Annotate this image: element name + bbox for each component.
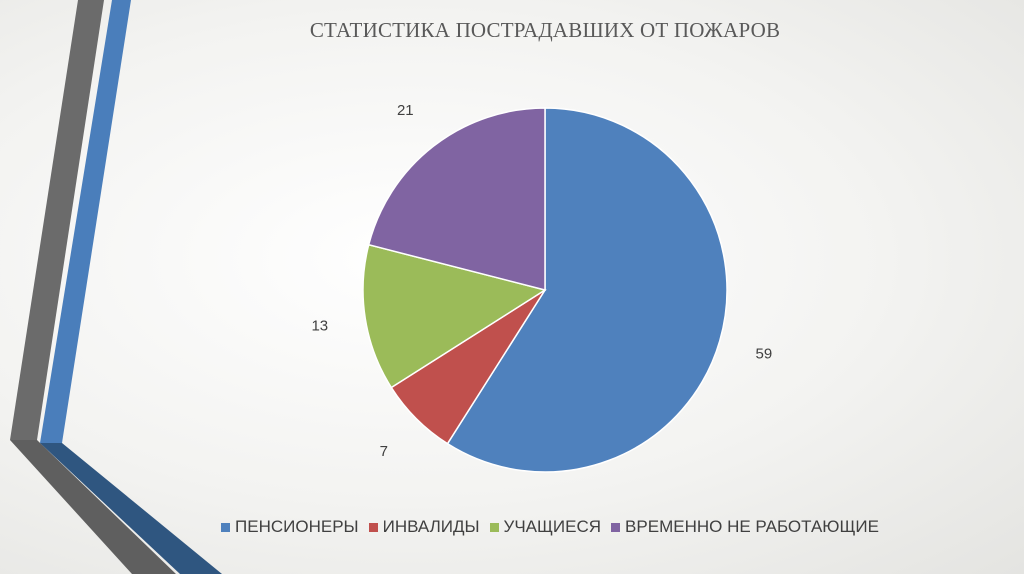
- decor-gray-band: [10, 440, 176, 574]
- data-label-unemployed: 21: [397, 102, 414, 119]
- data-label-pensioners: 59: [756, 346, 773, 363]
- legend-label-pensioners: ПЕНСИОНЕРЫ: [235, 517, 359, 536]
- legend-swatch-disabled: [368, 522, 378, 532]
- pie-slice-students: [362, 243, 547, 389]
- data-label-students: 13: [311, 318, 328, 335]
- legend-label-students: УЧАЩИЕСЯ: [503, 517, 602, 536]
- decor-gray-stripe: [10, 0, 104, 440]
- legend-swatch-pensioners: [221, 522, 231, 532]
- legend-label-unemployed: ВРЕМЕННО НЕ РАБОТАЮЩИЕ: [625, 517, 879, 536]
- decor-navy-band: [40, 443, 222, 574]
- data-label-disabled: 7: [380, 443, 388, 460]
- legend-item-unemployed: ВРЕМЕННО НЕ РАБОТАЮЩИЕ: [611, 517, 879, 537]
- chart-legend: ПЕНСИОНЕРЫ ИНВАЛИДЫ УЧАЩИЕСЯ ВРЕМЕННО НЕ…: [0, 517, 1024, 537]
- legend-swatch-unemployed: [611, 522, 621, 532]
- legend-label-disabled: ИНВАЛИДЫ: [382, 517, 480, 536]
- pie-slice-pensioners: [446, 107, 728, 473]
- legend-item-pensioners: ПЕНСИОНЕРЫ: [221, 517, 359, 537]
- legend-item-students: УЧАЩИЕСЯ: [489, 517, 602, 537]
- legend-item-disabled: ИНВАЛИДЫ: [368, 517, 480, 537]
- chart-title: СТАТИСТИКА ПОСТРАДАВШИХ ОТ ПОЖАРОВ: [309, 18, 781, 42]
- legend-swatch-students: [489, 522, 499, 532]
- decor-blue-stripe: [40, 0, 131, 443]
- pie-slice-unemployed: [367, 107, 546, 291]
